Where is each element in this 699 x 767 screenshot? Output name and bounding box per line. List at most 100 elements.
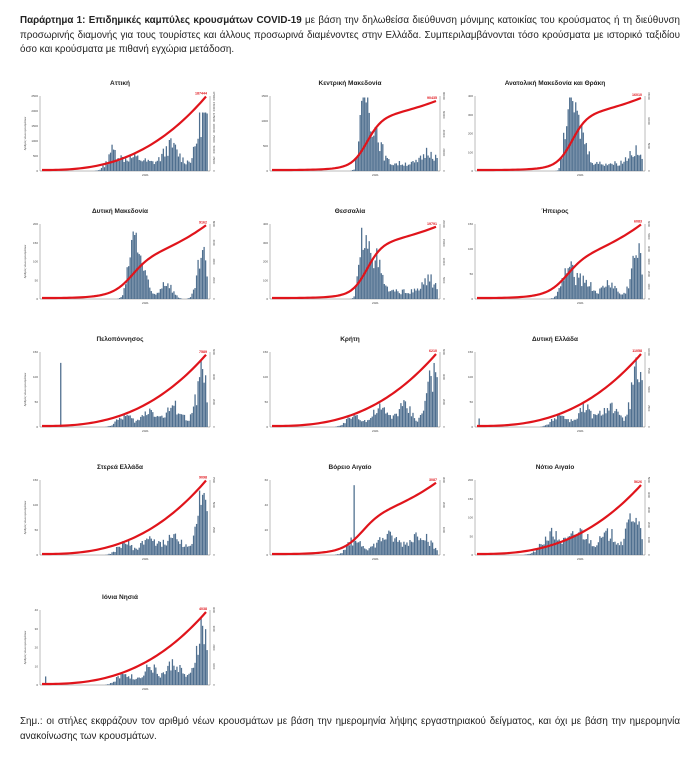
daily-cases-bar (591, 163, 593, 171)
daily-cases-bar (632, 255, 634, 299)
daily-cases-bar (167, 155, 169, 171)
daily-cases-bar (413, 534, 416, 555)
y2-tick-label: 100000 (212, 123, 216, 133)
y-axis-label: Αριθμός νέων κρουσμάτων (23, 116, 27, 150)
daily-cases-bar (403, 165, 405, 171)
daily-cases-bar (389, 415, 391, 427)
cumulative-end-label: 3087 (429, 478, 437, 482)
y2-tick-label: 175000 (212, 91, 216, 101)
daily-cases-bar (633, 257, 636, 299)
daily-cases-bar (374, 547, 376, 555)
y-tick-label: 0 (36, 297, 38, 301)
daily-cases-bar (428, 545, 431, 555)
x-tick-label: 2021 (142, 687, 149, 691)
y-tick-label: 1000 (261, 119, 268, 123)
epidemic-curve-chart: 0 50 100 150 0 2500 5000 7500 9098 2021 Αριθμός νέ… (23, 476, 216, 562)
cumulative-cases-line (42, 479, 207, 556)
daily-cases-bar (138, 420, 140, 427)
daily-cases-bar (430, 540, 432, 555)
daily-cases-bar (156, 160, 158, 171)
daily-cases-bar (386, 157, 388, 171)
daily-cases-bar (348, 545, 351, 555)
daily-cases-bar (553, 539, 556, 555)
daily-cases-bar (164, 674, 166, 685)
daily-cases-bar (149, 536, 151, 555)
epidemic-curve-chart: 0 500 1000 1500 0 20000 40000 60000 80000 90435 20… (261, 92, 446, 177)
daily-cases-bar (636, 379, 639, 427)
daily-cases-bar (123, 288, 125, 299)
y2-tick-label: 0 (442, 170, 446, 172)
daily-cases-bar (413, 288, 416, 299)
daily-cases-bar (421, 159, 423, 171)
daily-cases-bar (588, 286, 590, 299)
daily-cases-bar (373, 543, 375, 555)
y2-tick-label: 0 (212, 426, 216, 428)
daily-cases-bar (389, 531, 391, 555)
daily-cases-bar (120, 155, 122, 171)
daily-cases-bar (624, 528, 627, 555)
daily-cases-bar (132, 418, 134, 427)
daily-cases-bar (206, 113, 208, 171)
epidemic-curve-chart: 0 20 40 60 0 1000 2000 3000 3087 2021 (265, 477, 446, 561)
daily-cases-bar (401, 406, 404, 427)
daily-cases-bar (361, 421, 363, 427)
x-tick-label: 2021 (142, 301, 149, 305)
daily-cases-bar (413, 418, 416, 427)
daily-cases-bar (633, 366, 636, 427)
daily-cases-bar (608, 285, 610, 299)
daily-cases-bar (147, 159, 149, 171)
daily-cases-bar (633, 156, 636, 171)
daily-cases-bar (566, 419, 568, 427)
daily-cases-bar (117, 676, 119, 685)
y-tick-label: 500 (33, 154, 38, 158)
daily-cases-bar (158, 292, 160, 299)
daily-cases-bar (161, 288, 163, 299)
daily-cases-bar (131, 544, 133, 555)
y-tick-label: 300 (468, 113, 473, 117)
daily-cases-bar (585, 410, 587, 427)
daily-cases-bar (141, 161, 143, 171)
daily-cases-bar (436, 289, 438, 299)
daily-cases-bar (141, 263, 143, 299)
daily-cases-bar (132, 231, 134, 299)
y2-tick-label: 0 (212, 554, 216, 556)
daily-cases-bar (617, 411, 619, 427)
daily-cases-bar (397, 541, 399, 555)
daily-cases-bar (201, 625, 204, 685)
y-tick-label: 100 (263, 278, 268, 282)
daily-cases-bar (386, 533, 388, 555)
daily-cases-bar (200, 617, 202, 685)
daily-cases-bar (379, 259, 381, 299)
daily-cases-bar (389, 164, 391, 171)
daily-cases-bar (392, 165, 395, 171)
daily-cases-bar (371, 259, 373, 299)
daily-cases-bar (558, 539, 560, 555)
daily-cases-bar (621, 545, 624, 555)
daily-cases-bar (639, 528, 642, 555)
y2-tick-label: 0 (442, 298, 446, 300)
daily-cases-bar (353, 485, 355, 555)
daily-cases-bar (584, 539, 586, 555)
daily-cases-bar (635, 255, 637, 299)
y-tick-label: 0 (471, 169, 473, 173)
daily-cases-bar (575, 102, 577, 171)
daily-cases-bar (561, 415, 563, 427)
daily-cases-bar (191, 158, 193, 171)
daily-cases-bar (570, 261, 572, 299)
daily-cases-bar (428, 157, 431, 171)
daily-cases-bar (170, 670, 172, 685)
y2-tick-label: 6000 (647, 221, 651, 228)
daily-cases-bar (185, 164, 187, 171)
daily-cases-bar (371, 136, 373, 171)
daily-cases-bar (182, 547, 184, 555)
daily-cases-bar (203, 644, 205, 685)
daily-cases-bar (367, 550, 369, 555)
daily-cases-bar (436, 377, 438, 427)
daily-cases-bar (532, 551, 535, 555)
daily-cases-bar (575, 419, 577, 427)
daily-cases-bar (543, 544, 545, 555)
daily-cases-bar (600, 164, 603, 171)
cumulative-cases-line (42, 95, 207, 172)
daily-cases-bar (546, 424, 548, 427)
daily-cases-bar (102, 165, 104, 171)
